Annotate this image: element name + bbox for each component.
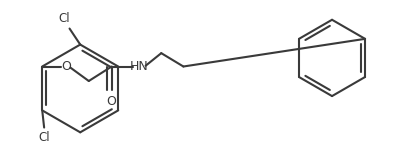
Text: O: O	[61, 60, 71, 73]
Text: HN: HN	[130, 60, 148, 73]
Text: Cl: Cl	[39, 131, 50, 144]
Text: Cl: Cl	[58, 12, 70, 26]
Text: O: O	[107, 95, 117, 108]
